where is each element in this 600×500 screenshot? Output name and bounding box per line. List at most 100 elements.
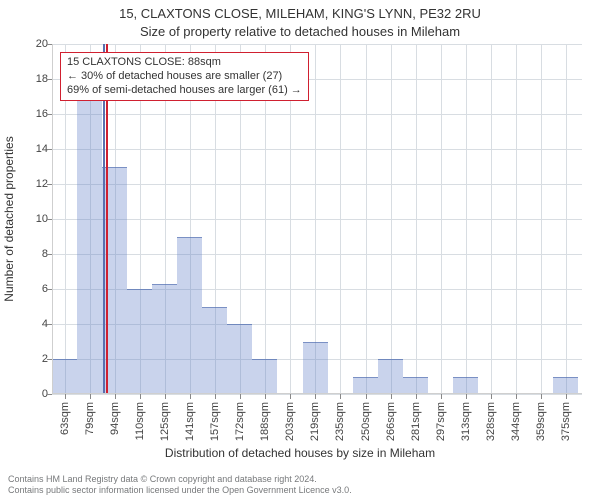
x-tick-mark	[165, 394, 166, 399]
y-tick-label: 12	[8, 178, 48, 190]
x-tick-label: 203sqm	[284, 402, 296, 441]
grid-line-v	[541, 44, 542, 394]
x-tick-mark	[65, 394, 66, 399]
x-tick-label: 266sqm	[385, 402, 397, 441]
x-tick-mark	[240, 394, 241, 399]
chart-title-line1: 15, CLAXTONS CLOSE, MILEHAM, KING'S LYNN…	[0, 6, 600, 21]
x-tick-mark	[541, 394, 542, 399]
histogram-bar	[453, 377, 478, 395]
attribution-line1: Contains HM Land Registry data © Crown c…	[8, 474, 352, 485]
x-tick-label: 313sqm	[460, 402, 472, 441]
y-tick-mark	[47, 359, 52, 360]
histogram-bar	[303, 342, 328, 395]
legend-line-smaller: ← 30% of detached houses are smaller (27…	[67, 70, 302, 84]
histogram-bar	[52, 359, 77, 394]
attribution: Contains HM Land Registry data © Crown c…	[8, 474, 352, 496]
x-tick-label: 110sqm	[134, 402, 146, 440]
grid-line-v	[491, 44, 492, 394]
y-tick-label: 8	[8, 248, 48, 260]
x-tick-mark	[441, 394, 442, 399]
grid-line-v	[416, 44, 417, 394]
x-tick-mark	[90, 394, 91, 399]
axis-line-left	[52, 44, 53, 394]
grid-line-v	[366, 44, 367, 394]
x-tick-label: 250sqm	[360, 402, 372, 441]
grid-line-h	[52, 149, 582, 150]
x-tick-mark	[466, 394, 467, 399]
x-tick-label: 281sqm	[410, 402, 422, 441]
x-tick-mark	[491, 394, 492, 399]
y-tick-mark	[47, 394, 52, 395]
y-tick-label: 6	[8, 283, 48, 295]
axis-line-bottom	[52, 393, 582, 394]
grid-line-h	[52, 184, 582, 185]
grid-line-v	[566, 44, 567, 394]
histogram-bar	[202, 307, 227, 395]
histogram-bar	[177, 237, 202, 395]
x-tick-label: 219sqm	[309, 402, 321, 441]
y-tick-mark	[47, 219, 52, 220]
y-tick-mark	[47, 254, 52, 255]
histogram-bar	[353, 377, 378, 395]
chart-title-line2: Size of property relative to detached ho…	[0, 24, 600, 39]
histogram-bar	[152, 284, 177, 394]
grid-line-h	[52, 114, 582, 115]
x-tick-label: 375sqm	[560, 402, 572, 441]
y-tick-label: 14	[8, 143, 48, 155]
x-tick-label: 235sqm	[334, 402, 346, 441]
histogram-bar	[378, 359, 403, 394]
legend-line-larger: 69% of semi-detached houses are larger (…	[67, 84, 302, 98]
grid-line-h	[52, 44, 582, 45]
x-tick-mark	[516, 394, 517, 399]
x-tick-mark	[340, 394, 341, 399]
x-tick-label: 141sqm	[184, 402, 196, 441]
y-tick-label: 16	[8, 108, 48, 120]
x-tick-mark	[366, 394, 367, 399]
legend-line-property: 15 CLAXTONS CLOSE: 88sqm	[67, 56, 302, 70]
y-tick-mark	[47, 324, 52, 325]
histogram-bar	[127, 289, 152, 394]
y-tick-mark	[47, 289, 52, 290]
x-tick-label: 344sqm	[510, 402, 522, 441]
x-tick-label: 297sqm	[435, 402, 447, 441]
x-tick-label: 188sqm	[259, 402, 271, 441]
legend-box: 15 CLAXTONS CLOSE: 88sqm ← 30% of detach…	[60, 52, 309, 101]
attribution-line2: Contains public sector information licen…	[8, 485, 352, 496]
histogram-bar	[403, 377, 428, 395]
histogram-bar	[252, 359, 277, 394]
y-tick-mark	[47, 79, 52, 80]
grid-line-v	[391, 44, 392, 394]
chart-container: 15, CLAXTONS CLOSE, MILEHAM, KING'S LYNN…	[0, 0, 600, 500]
x-tick-label: 125sqm	[159, 402, 171, 441]
x-tick-mark	[416, 394, 417, 399]
histogram-bar	[77, 79, 102, 394]
grid-line-h	[52, 254, 582, 255]
histogram-bar	[553, 377, 578, 395]
x-axis-label: Distribution of detached houses by size …	[0, 446, 600, 460]
x-tick-mark	[566, 394, 567, 399]
y-tick-mark	[47, 114, 52, 115]
x-tick-mark	[140, 394, 141, 399]
y-tick-label: 20	[8, 38, 48, 50]
x-tick-mark	[290, 394, 291, 399]
grid-line-v	[441, 44, 442, 394]
y-tick-mark	[47, 44, 52, 45]
x-tick-label: 359sqm	[535, 402, 547, 441]
y-tick-label: 2	[8, 353, 48, 365]
x-tick-mark	[115, 394, 116, 399]
grid-line-v	[466, 44, 467, 394]
grid-line-v	[516, 44, 517, 394]
x-tick-label: 63sqm	[59, 402, 71, 435]
x-tick-mark	[391, 394, 392, 399]
y-tick-mark	[47, 149, 52, 150]
x-tick-mark	[315, 394, 316, 399]
x-tick-mark	[215, 394, 216, 399]
x-tick-mark	[190, 394, 191, 399]
x-tick-label: 172sqm	[234, 402, 246, 441]
histogram-bar	[227, 324, 252, 394]
grid-line-v	[340, 44, 341, 394]
y-tick-label: 10	[8, 213, 48, 225]
y-tick-label: 18	[8, 73, 48, 85]
x-tick-mark	[265, 394, 266, 399]
y-tick-label: 4	[8, 318, 48, 330]
